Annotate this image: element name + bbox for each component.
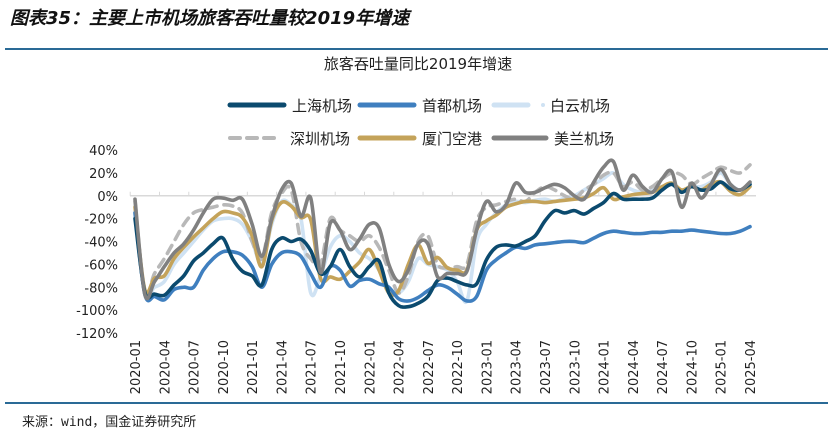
y-axis: 40% 20% 0% -20% -40% -60% -80% -100% -120% [76,144,118,342]
x-tick-label: 2023-01 [480,340,495,394]
x-tick-label: 2020-07 [188,340,203,394]
y-tick-label: -100% [76,304,118,319]
y-tick-label: -40% [84,236,118,251]
x-axis: 2020-01 2020-04 2020-07 2020-10 2021-01 2021-… [129,191,759,394]
legend-label: 上海机场 [292,97,352,115]
x-tick-label: 2025-01 [715,340,730,394]
y-tick-label: -80% [84,281,118,296]
source-note: 来源：wind，国金证券研究所 [22,415,197,430]
y-tick-label: 0% [97,190,118,205]
x-tick-label: 2020-04 [158,340,173,394]
figure-title: 图表35：主要上市机场旅客吞吐量较2019年增速 [10,8,410,29]
y-tick-label: -120% [76,327,118,342]
x-tick-label: 2022-07 [422,340,437,394]
x-tick-label: 2021-07 [305,340,320,394]
y-tick-label: -60% [84,258,118,273]
x-tick-label: 2023-07 [539,340,554,394]
x-tick-label: 2023-10 [568,340,583,394]
legend-label: 厦门空港 [422,130,482,148]
y-tick-label: -20% [84,213,118,228]
x-tick-label: 2020-10 [217,340,232,394]
series-lines [133,158,752,309]
chart-title: 旅客吞吐量同比2019年增速 [324,55,512,73]
x-tick-label: 2023-04 [510,340,525,394]
legend-item: 美兰机场 [491,130,614,148]
x-tick-label: 2024-10 [685,340,700,394]
legend-label: 美兰机场 [554,130,614,148]
legend-item: 深圳机场 [228,130,350,148]
x-tick-label: 2022-01 [363,340,378,394]
series-line-6 [133,158,752,301]
x-tick-label: 2024-01 [598,340,613,394]
y-tick-label: 20% [89,167,118,182]
x-tick-label: 2020-01 [129,340,144,394]
x-tick-label: 2021-04 [275,340,290,394]
x-tick-label: 2025-04 [744,340,759,394]
legend-label: 首都机场 [422,97,482,115]
y-tick-label: 40% [89,144,118,159]
x-tick-label: 2022-04 [393,340,408,394]
legend-item: 厦门空港 [357,130,482,148]
legend-item: 上海机场 [227,97,352,115]
series-line-4 [133,163,752,298]
legend-label: 深圳机场 [290,130,350,148]
x-tick-label: 2024-04 [627,340,642,394]
series-line-5 [133,179,752,297]
legend-swatch-dot [541,103,545,107]
legend-item: 白云机场 [491,97,610,115]
legend-label: 白云机场 [550,97,610,115]
series-line-2 [133,211,752,303]
bottom-divider [5,402,828,404]
x-tick-label: 2021-01 [246,340,261,394]
x-tick-label: 2021-10 [334,340,349,394]
legend-item: 首都机场 [357,97,482,115]
top-divider [5,48,828,50]
x-tick-label: 2022-10 [451,340,466,394]
x-tick-label: 2024-07 [656,340,671,394]
